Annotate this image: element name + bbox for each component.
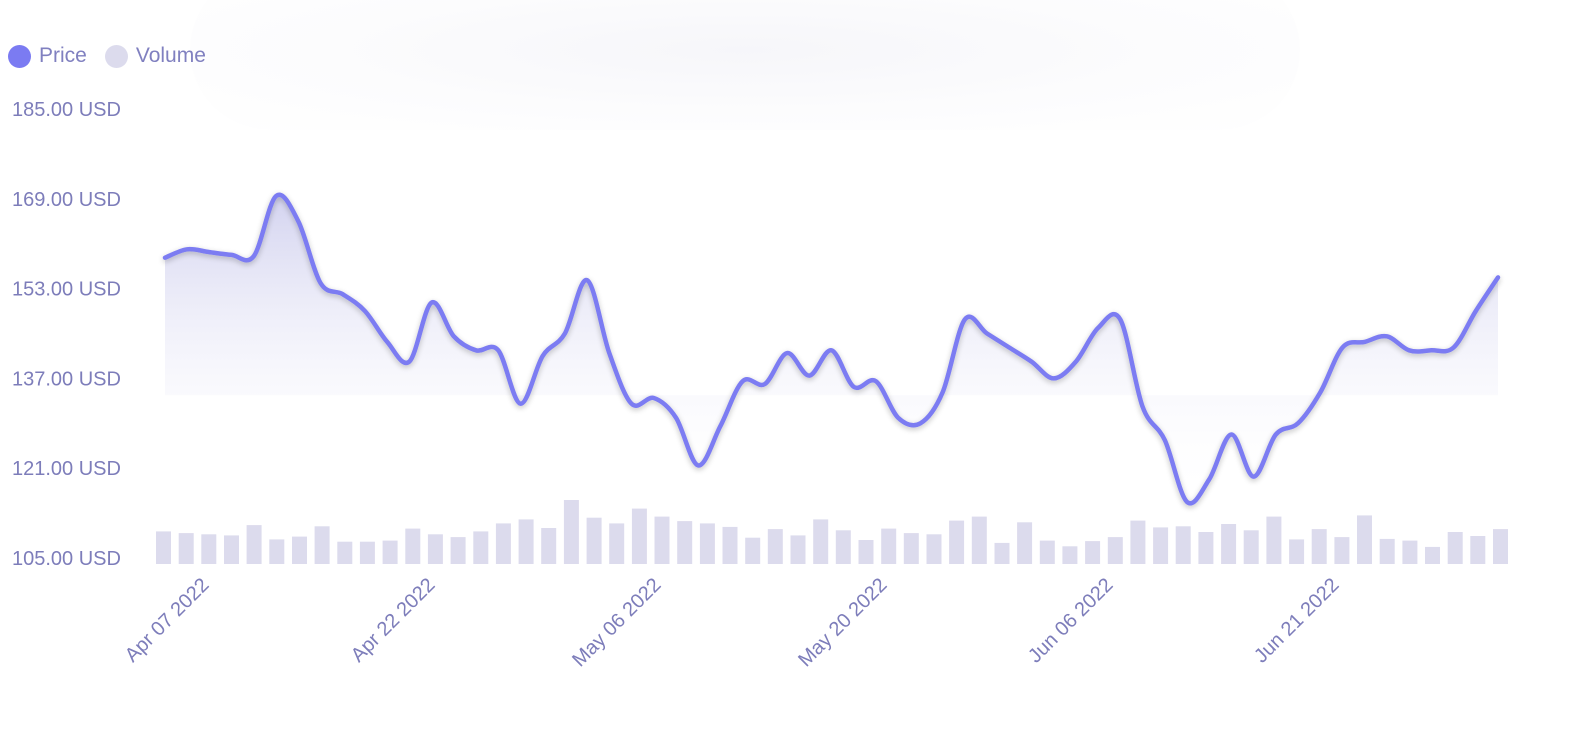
volume-bar [1379,538,1395,564]
volume-bar [835,530,851,564]
x-tick-label: May 06 2022 [568,574,665,671]
volume-bar [881,528,897,564]
legend-item-volume[interactable]: Volume [104,44,206,68]
volume-bar [1085,541,1101,564]
y-tick-label: 153.00 USD [12,279,121,301]
volume-bar [994,542,1010,564]
x-axis: Apr 07 2022 Apr 22 2022 May 06 2022 May 20 … [121,574,1344,671]
volume-bar [813,519,829,564]
volume-bar [473,531,489,564]
volume-bar [178,533,194,564]
volume-bar [1334,537,1350,564]
volume-bar [1493,529,1508,564]
volume-bar [1243,530,1259,564]
volume-bar [405,528,421,564]
volume-bar [926,534,942,564]
price-line-path [162,192,1501,506]
volume-bar [156,531,171,564]
volume-bar [971,516,987,564]
volume-bar [359,541,375,564]
volume-bar [1470,536,1486,564]
volume-bar [201,534,217,564]
volume-bar [1289,539,1305,564]
x-tick-label: May 20 2022 [794,574,891,671]
volume-bar [858,540,874,564]
volume-bar [1311,529,1327,564]
volume-bar [518,519,534,564]
volume-swatch-icon [104,44,128,68]
volume-bar [1198,532,1214,564]
volume-bar [1062,546,1078,564]
legend: Price Volume [8,44,206,68]
volume-bar [427,534,443,564]
price-area-fill [165,194,1498,504]
volume-bar [563,500,579,564]
volume-bar [722,526,738,564]
volume-bar [314,526,330,564]
x-tick-label: Apr 22 2022 [347,574,440,667]
volume-bar [745,537,761,564]
volume-bar [677,521,693,564]
y-tick-label: 185.00 USD [12,99,121,121]
volume-bar [450,537,466,564]
volume-bar [1221,524,1237,564]
y-axis: 185.00 USD 169.00 USD 153.00 USD 137.00 USD… [12,99,121,570]
x-tick-label: Jun 21 2022 [1250,574,1343,667]
volume-bar [495,523,511,564]
y-tick-label: 169.00 USD [12,189,121,211]
y-tick-label: 105.00 USD [12,548,121,570]
volume-bar [790,535,806,564]
volume-bar [224,535,239,564]
legend-label-price: Price [39,44,87,67]
volume-bar [1130,520,1146,564]
volume-bar [269,539,285,564]
volume-bar [1425,546,1440,564]
volume-bar [1402,540,1418,564]
volume-bar [382,540,398,564]
price-swatch-icon [8,44,31,68]
volume-bar [631,508,647,564]
volume-bar [586,517,602,564]
volume-bar [654,516,670,564]
volume-bar [609,523,625,564]
volume-bars [156,500,1508,564]
legend-item-price[interactable]: Price [8,44,87,68]
x-tick-label: Apr 07 2022 [121,574,214,667]
volume-bar [1153,527,1169,564]
volume-bar [949,520,965,564]
volume-bar [1017,522,1033,564]
volume-bar [541,528,557,564]
volume-bar [1039,540,1055,564]
volume-bar [1447,532,1463,564]
volume-bar [767,529,783,564]
legend-label-volume: Volume [135,44,206,67]
volume-bar [1175,526,1191,564]
volume-bar [1107,537,1123,564]
price-area [165,194,1498,504]
volume-bar [292,536,307,564]
volume-bar [903,533,919,564]
volume-bar [337,541,353,564]
x-tick-label: Jun 06 2022 [1024,574,1117,667]
y-tick-label: 137.00 USD [12,368,121,390]
volume-bar [246,525,262,564]
volume-bar [1357,515,1372,564]
price-line [162,192,1501,506]
volume-bar [699,523,715,564]
volume-bar [1266,516,1282,564]
y-tick-label: 121.00 USD [12,458,121,480]
